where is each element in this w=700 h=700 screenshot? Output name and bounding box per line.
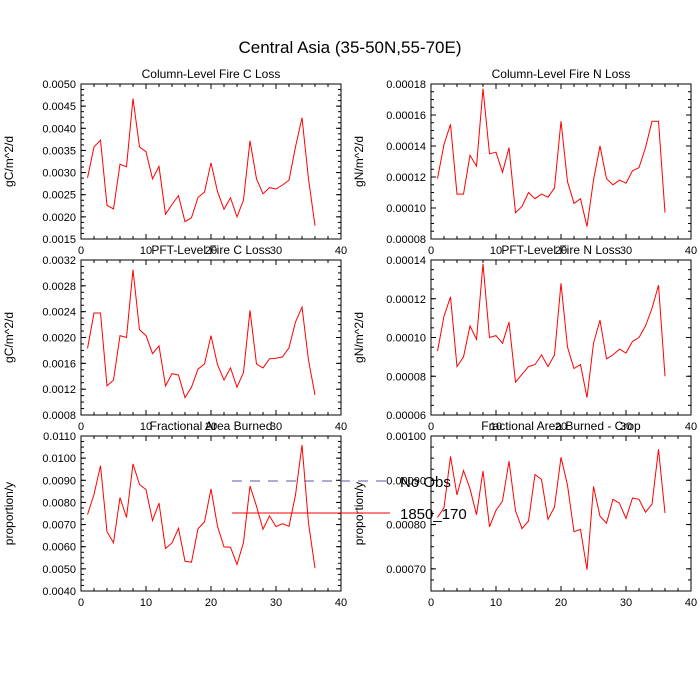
y-tick-label: 0.00006 [386,410,426,422]
panel-pft-level-fire-c-loss: PFT-Level Fire C Loss gC/m^2/d 0 10 20 30 40 0.… [2,243,347,433]
x-tick-label: 20 [555,597,567,609]
x-tick-label: 20 [555,421,567,433]
y-tick-label: 0.0028 [42,281,76,293]
x-tick-label: 0 [428,597,434,609]
y-axis-label: gN/m^2/d [352,312,366,363]
y-tick-label: 0.0090 [42,475,76,487]
y-tick-label: 0.0025 [42,190,76,202]
y-tick-label: 0.00014 [386,141,426,153]
x-tick-label: 30 [270,421,282,433]
x-tick-label: 30 [620,421,632,433]
series-line-1850-170 [87,98,316,226]
panel-title: PFT-Level Fire N Loss [501,243,620,257]
panel-title: PFT-Level Fire C Loss [151,243,270,257]
x-tick-label: 0 [428,421,434,433]
y-tick-label: 0.0016 [42,358,76,370]
x-tick-label: 30 [620,245,632,257]
series-line-1850-170 [87,269,316,399]
legend-label-1850-170: 1850_170 [400,506,467,523]
panel-title: Fractional Area Burned [150,419,273,433]
y-tick-label: 0.0030 [42,168,76,180]
figure-title: Central Asia (35-50N,55-70E) [238,38,461,57]
y-tick-label: 0.00010 [386,203,426,215]
y-tick-label: 0.0015 [42,234,76,246]
x-tick-label: 30 [620,597,632,609]
x-tick-label: 10 [140,597,152,609]
y-tick-label: 0.0050 [42,564,76,576]
x-tick-label: 40 [685,245,697,257]
plot-frame [80,83,342,240]
x-tick-label: 20 [205,421,217,433]
x-tick-label: 20 [205,245,217,257]
panel-pft-level-fire-n-loss: PFT-Level Fire N Loss gN/m^2/d 0 10 20 30 40 0.… [352,243,697,433]
y-tick-label: 0.0040 [42,123,76,135]
legend: No Obs 1850_170 [232,474,467,523]
plot-frame [430,83,692,240]
y-tick-label: 0.00100 [386,431,426,443]
y-tick-label: 0.0012 [42,384,76,396]
y-tick-label: 0.0060 [42,542,76,554]
y-tick-label: 0.0040 [42,586,76,598]
series-line-1850-170 [437,263,666,398]
y-axis-label: gC/m^2/d [2,136,16,187]
panels: Column-Level Fire C Loss gC/m^2/d 0 10 20 30 4… [2,67,697,609]
y-tick-label: 0.0045 [42,101,76,113]
y-tick-label: 0.0100 [42,453,76,465]
y-tick-label: 0.00070 [386,564,426,576]
x-tick-label: 10 [490,245,502,257]
x-tick-label: 0 [78,245,84,257]
y-tick-label: 0.0070 [42,520,76,532]
y-tick-label: 0.0110 [43,431,76,443]
x-tick-label: 20 [555,245,567,257]
y-tick-label: 0.0020 [42,333,76,345]
y-axis-label: gN/m^2/d [352,136,366,187]
x-tick-label: 10 [140,245,152,257]
series-line-1850-170 [437,88,666,227]
y-tick-label: 0.00008 [386,371,426,383]
y-tick-label: 0.0032 [42,255,76,267]
y-tick-label: 0.0080 [42,497,76,509]
y-tick-label: 0.00090 [386,475,426,487]
x-tick-label: 40 [335,421,347,433]
y-tick-label: 0.00010 [386,333,426,345]
x-tick-label: 0 [78,421,84,433]
x-tick-label: 0 [428,245,434,257]
x-tick-label: 30 [270,245,282,257]
panel-title: Fractional Area Burned - Crop [481,419,641,433]
x-tick-label: 20 [205,597,217,609]
panel-title: Column-Level Fire C Loss [142,67,281,81]
y-axis-label: proportion/y [2,482,16,545]
y-tick-label: 0.0035 [42,145,76,157]
x-tick-label: 30 [270,597,282,609]
x-tick-label: 40 [335,597,347,609]
x-tick-label: 10 [140,421,152,433]
y-tick-label: 0.00008 [386,234,426,246]
y-axis-label: gC/m^2/d [2,312,16,363]
y-tick-label: 0.00012 [386,294,426,306]
y-tick-label: 0.0008 [42,410,76,422]
x-tick-label: 10 [490,597,502,609]
y-tick-label: 0.00012 [386,172,426,184]
panel-fractional-area-burned: Fractional Area Burned proportion/y 0 10 20 3… [2,419,347,609]
y-tick-label: 0.0020 [42,212,76,224]
x-tick-label: 40 [685,421,697,433]
x-tick-label: 40 [685,597,697,609]
y-tick-label: 0.00016 [386,110,426,122]
y-tick-label: 0.0024 [42,307,76,319]
x-tick-label: 10 [490,421,502,433]
plot-frame [430,259,692,416]
series-line-1850-170 [437,449,666,570]
panel-title: Column-Level Fire N Loss [492,67,631,81]
y-tick-label: 0.00014 [386,255,426,267]
x-tick-label: 40 [335,245,347,257]
panel-column-level-fire-c-loss: Column-Level Fire C Loss gC/m^2/d 0 10 20 30 4… [2,67,347,257]
y-tick-label: 0.00018 [386,79,426,91]
y-tick-label: 0.00080 [386,520,426,532]
panel-column-level-fire-n-loss: Column-Level Fire N Loss gN/m^2/d 0 10 20 30 4… [352,67,697,257]
legend-label-no-obs: No Obs [400,474,451,491]
series-line-1850-170 [87,444,316,569]
x-tick-label: 0 [78,597,84,609]
y-tick-label: 0.0050 [42,79,76,91]
